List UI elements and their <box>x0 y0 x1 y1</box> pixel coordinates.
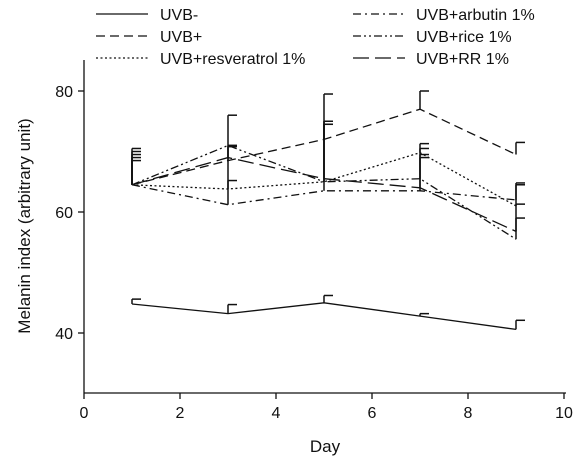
series-group <box>131 90 525 331</box>
series-uvb-rice-1 <box>131 114 525 240</box>
series-uvb-resveratrol-1 <box>131 120 525 207</box>
x-tick-label: 4 <box>272 405 281 422</box>
series-line-uvb-rice-1 <box>131 144 517 240</box>
y-tick-label: 40 <box>55 326 73 343</box>
series-uvb <box>131 294 525 331</box>
series-uvb-rr-1 <box>131 123 525 232</box>
x-tick-label: 8 <box>464 405 473 422</box>
legend: UVB- UVB+ UVB+resveratrol 1% UVB+arbutin 1%… <box>96 7 535 68</box>
x-tick-label: 10 <box>555 405 573 422</box>
x-axis-title: Day <box>310 437 341 456</box>
legend-label-uvb: UVB+ <box>160 29 202 46</box>
y-tick-label: 60 <box>55 205 73 222</box>
legend-label-uvb-resveratrol-1: UVB+resveratrol 1% <box>160 51 305 68</box>
x-tick-label: 0 <box>80 405 89 422</box>
series-line-uvb <box>131 302 517 331</box>
series-line-uvb-resveratrol-1 <box>131 151 517 207</box>
series-uvb-arbutin-1 <box>131 123 525 206</box>
y-axis-title: Melanin index (arbitrary unit) <box>15 118 34 333</box>
x-tick-label: 6 <box>368 405 377 422</box>
axes <box>83 60 566 394</box>
legend-label-uvb-rr-1: UVB+RR 1% <box>416 51 509 68</box>
legend-label-uvb-rice-1: UVB+rice 1% <box>416 29 512 46</box>
x-tick-label: 2 <box>176 405 185 422</box>
y-tick-label: 80 <box>55 84 73 101</box>
legend-label-uvb: UVB- <box>160 7 198 24</box>
legend-label-uvb-arbutin-1: UVB+arbutin 1% <box>416 7 535 24</box>
ticks: 0 2 4 6 8 10 40 60 80 <box>55 84 573 422</box>
series-uvb <box>131 90 525 186</box>
